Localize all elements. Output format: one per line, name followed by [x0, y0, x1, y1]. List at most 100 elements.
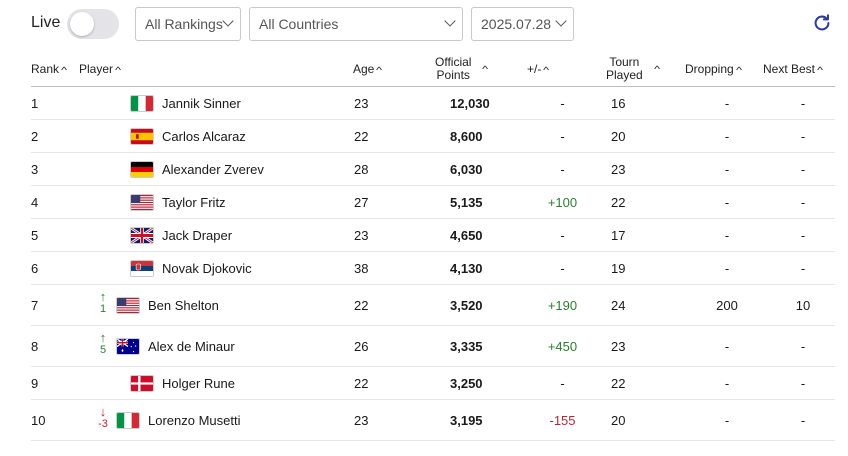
change-cell: -155 [527, 399, 598, 441]
australia-flag-icon [116, 337, 140, 355]
rank-cell: 8 [31, 325, 79, 367]
chevron-down-icon [555, 15, 567, 27]
rank-cell: 9 [31, 366, 79, 400]
next-best-cell: - [763, 119, 835, 153]
rank-cell: 5 [31, 218, 79, 252]
player-cell[interactable]: Alexander Zverev [79, 152, 353, 186]
player-name[interactable]: Carlos Alcaraz [162, 128, 246, 144]
player-cell[interactable]: ↑ 5 Alex de Minaur [79, 325, 353, 367]
dropping-cell: - [685, 86, 763, 120]
table-row[interactable]: 9 Holger Rune 22 3,250 - 22 - - [31, 366, 835, 400]
player-cell[interactable]: Novak Djokovic [79, 251, 353, 285]
usa-flag-icon [116, 296, 140, 314]
player-name[interactable]: Novak Djokovic [162, 260, 252, 276]
player-name[interactable]: Alexander Zverev [162, 161, 264, 177]
sort-player[interactable]: Player ^ [79, 52, 353, 87]
rank-cell: 6 [31, 251, 79, 285]
sort-up-icon: ^ [543, 65, 550, 75]
rank-movement: ↓ -3 [93, 404, 113, 434]
player-name[interactable]: Alex de Minaur [148, 338, 235, 354]
usa-flag-icon [130, 193, 154, 211]
points-cell: 5,135 [435, 185, 527, 219]
next-best-cell: - [763, 325, 835, 367]
table-row[interactable]: 6 Novak Djokovic 38 4,130 - 19 - - [31, 251, 835, 285]
table-row[interactable]: 1 Jannik Sinner 23 12,030 - 16 - - [31, 86, 835, 120]
sort-change[interactable]: +/- ^ [527, 52, 598, 87]
table-row[interactable]: 7 ↑ 1 Ben Shelton 22 3,520 +190 24 200 10 [31, 284, 835, 326]
points-cell: 3,335 [435, 325, 527, 367]
points-cell: 3,250 [435, 366, 527, 400]
change-cell: - [527, 366, 598, 400]
chevron-down-icon [444, 15, 456, 27]
serbia-flag-icon [130, 259, 154, 277]
table-body: 1 Jannik Sinner 23 12,030 - 16 - - 2 Car… [31, 86, 835, 441]
rank-movement: ↑ 5 [93, 330, 113, 360]
rank-movement: ↑ 1 [93, 290, 113, 319]
arrow-down-icon: ↓ [99, 404, 107, 419]
rankings-table: Rank ^ Player ^ Age ^ Official Points ^ +/- ^… [31, 52, 835, 441]
live-toggle[interactable] [67, 9, 119, 39]
next-best-cell: - [763, 366, 835, 400]
sort-dropping[interactable]: Dropping ^ [685, 52, 763, 87]
change-cell: - [527, 251, 598, 285]
dropping-cell: - [685, 218, 763, 252]
age-cell: 26 [353, 325, 435, 367]
sort-points[interactable]: Official Points ^ [435, 52, 527, 87]
player-name[interactable]: Lorenzo Musetti [148, 412, 241, 428]
age-cell: 27 [353, 185, 435, 219]
sort-up-icon: ^ [376, 65, 383, 75]
uk-flag-icon [130, 226, 154, 244]
sort-up-icon: ^ [817, 65, 824, 75]
change-cell: - [527, 152, 598, 186]
table-row[interactable]: 5 Jack Draper 23 4,650 - 17 - - [31, 218, 835, 252]
table-row[interactable]: 10 ↓ -3 Lorenzo Musetti 23 3,195 -155 20 -… [31, 399, 835, 441]
table-row[interactable]: 2 Carlos Alcaraz 22 8,600 - 20 - - [31, 119, 835, 153]
tourn-cell: 24 [598, 284, 685, 326]
table-row[interactable]: 4 Taylor Fritz 27 5,135 +100 22 - - [31, 185, 835, 219]
table-row[interactable]: 3 Alexander Zverev 28 6,030 - 23 - - [31, 152, 835, 186]
change-cell: +190 [527, 284, 598, 326]
points-cell: 8,600 [435, 119, 527, 153]
spain-flag-icon [130, 127, 154, 145]
countries-select[interactable]: All Countries [249, 7, 463, 41]
change-cell: +100 [527, 185, 598, 219]
player-name[interactable]: Holger Rune [162, 375, 235, 391]
player-cell[interactable]: ↓ -3 Lorenzo Musetti [79, 399, 353, 441]
tourn-cell: 22 [598, 185, 685, 219]
italy-flag-icon [130, 94, 154, 112]
player-name[interactable]: Jack Draper [162, 227, 233, 243]
rank-movement-value: 1 [99, 303, 107, 315]
table-header-row: Rank ^ Player ^ Age ^ Official Points ^ +/- ^… [31, 52, 835, 87]
rankings-select[interactable]: All Rankings [135, 7, 241, 41]
player-cell[interactable]: ↑ 1 Ben Shelton [79, 284, 353, 326]
tourn-cell: 20 [598, 119, 685, 153]
sort-tourn[interactable]: Tourn Played ^ [598, 52, 685, 87]
dropping-cell: - [685, 399, 763, 441]
rank-cell: 3 [31, 152, 79, 186]
player-cell[interactable]: Carlos Alcaraz [79, 119, 353, 153]
sort-up-icon: ^ [61, 65, 68, 75]
player-cell[interactable]: Taylor Fritz [79, 185, 353, 219]
date-select[interactable]: 2025.07.28 [471, 7, 574, 41]
player-cell[interactable]: Jack Draper [79, 218, 353, 252]
player-cell[interactable]: Holger Rune [79, 366, 353, 400]
sort-next-best[interactable]: Next Best ^ [763, 52, 835, 87]
table-row[interactable]: 8 ↑ 5 Alex de Minaur 26 3,335 +450 23 - - [31, 325, 835, 367]
player-name[interactable]: Ben Shelton [148, 297, 219, 313]
sort-up-icon: ^ [653, 64, 660, 75]
change-cell: +450 [527, 325, 598, 367]
tourn-cell: 23 [598, 152, 685, 186]
rank-cell: 4 [31, 185, 79, 219]
age-cell: 28 [353, 152, 435, 186]
sort-age[interactable]: Age ^ [353, 52, 435, 87]
arrow-up-icon: ↑ [99, 330, 107, 345]
player-name[interactable]: Taylor Fritz [162, 194, 226, 210]
dropping-cell: - [685, 325, 763, 367]
refresh-icon[interactable] [811, 12, 833, 34]
age-cell: 38 [353, 251, 435, 285]
player-cell[interactable]: Jannik Sinner [79, 86, 353, 120]
player-name[interactable]: Jannik Sinner [162, 95, 241, 111]
chevron-down-icon [222, 15, 234, 27]
sort-rank[interactable]: Rank ^ [31, 52, 79, 87]
countries-select-value: All Countries [259, 16, 339, 32]
